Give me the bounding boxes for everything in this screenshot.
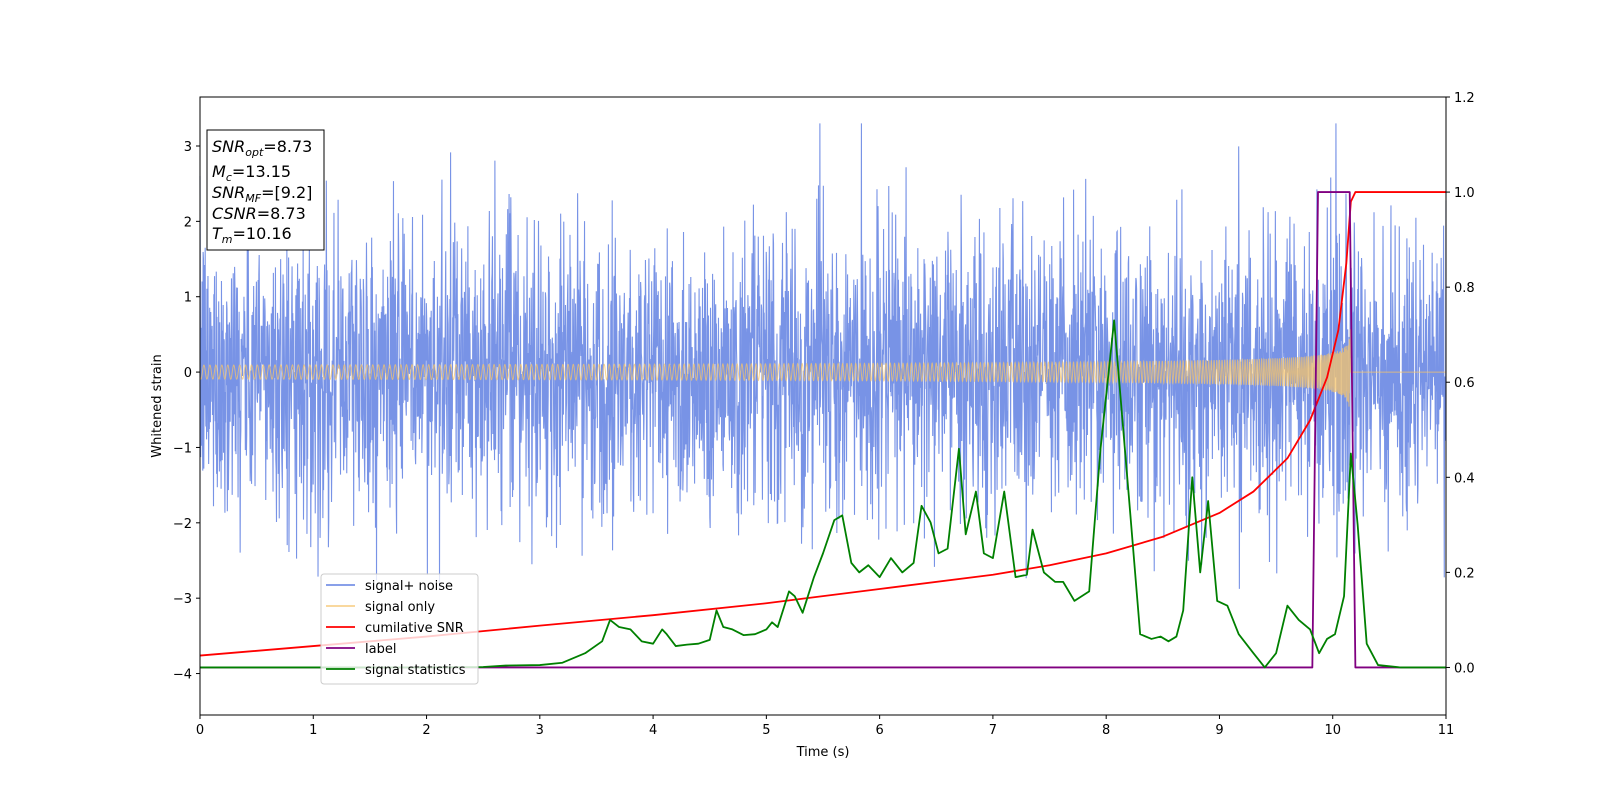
y-tick-left-label: −2: [173, 517, 192, 532]
y-tick-left-label: −1: [173, 441, 192, 456]
series-signal-noise: [199, 123, 1447, 589]
info-box: SNRopt=8.73 Mc=13.15 SNRMF=[9.2] CSNR=8.…: [206, 129, 325, 251]
y-tick-left-label: 3: [184, 140, 192, 155]
legend-entry: cumilative SNR: [365, 621, 464, 636]
x-tick-label: 1: [309, 723, 317, 738]
y-tick-left-label: 1: [184, 291, 192, 306]
x-tick-label: 3: [536, 723, 544, 738]
x-tick-label: 7: [989, 723, 997, 738]
x-tick-label: 8: [1102, 723, 1110, 738]
y-tick-right-label: 1.2: [1454, 91, 1475, 106]
y-tick-right-label: 0.0: [1454, 661, 1475, 676]
x-tick-label: 9: [1215, 723, 1223, 738]
x-tick-label: 5: [762, 723, 770, 738]
series-cumulative-snr: [199, 191, 1446, 657]
y-axis-label: Whitened strain: [150, 354, 165, 457]
info-snr-mf: SNRMF=[9.2]: [212, 183, 312, 205]
plot-frame: [199, 96, 1447, 716]
legend-entry: label: [365, 642, 396, 657]
series-signal-only: [199, 329, 1446, 407]
x-tick-label: 4: [649, 723, 657, 738]
x-tick-label: 10: [1324, 723, 1341, 738]
series-signal-statistics: [200, 319, 1446, 669]
legend-frame: [320, 573, 479, 685]
info-tm: Tm=10.16: [212, 224, 292, 246]
x-tick-label: 2: [422, 723, 430, 738]
y-tick-right-label: 1.0: [1454, 186, 1475, 201]
legend-entry: signal statistics: [365, 663, 466, 678]
y-tick-left-label: 0: [184, 366, 192, 381]
legend: signal+ noise signal only cumilative SNR la…: [320, 573, 479, 685]
y-tick-left-label: −4: [173, 668, 192, 683]
x-tick-label: 6: [875, 723, 883, 738]
info-mc: Mc=13.15: [212, 162, 291, 184]
y-axis-right: 1.2 1.0 0.8 0.6 0.4 0.2 0.0: [1446, 91, 1475, 676]
label-line: [200, 191, 1446, 669]
cumulative-snr-line: [199, 191, 1446, 657]
legend-entry: signal+ noise: [365, 579, 453, 594]
info-snr-opt: SNRopt=8.73: [212, 137, 312, 159]
y-tick-left-label: −3: [173, 592, 192, 607]
series-label: [200, 191, 1446, 669]
y-tick-right-label: 0.6: [1454, 376, 1475, 391]
y-tick-right-label: 0.8: [1454, 281, 1475, 296]
info-csnr: CSNR=8.73: [212, 204, 306, 223]
legend-entry: signal only: [365, 600, 435, 615]
x-axis: 0 1 2 3 4 5 6 7 8 9 10 11: [196, 715, 1454, 738]
y-tick-right-label: 0.2: [1454, 566, 1475, 581]
y-tick-left-label: 2: [184, 215, 192, 230]
signal-statistics-line: [200, 319, 1446, 669]
x-tick-label: 0: [196, 723, 204, 738]
info-box-frame: [206, 129, 325, 251]
signal-noise-line: [199, 123, 1447, 589]
y-tick-right-label: 0.4: [1454, 471, 1475, 486]
signal-only-line: [199, 329, 1446, 407]
x-tick-label: 11: [1438, 723, 1455, 738]
x-axis-label: Time (s): [796, 745, 850, 760]
y-axis-left: 3 2 1 0 −1 −2 −3 −4: [173, 140, 200, 683]
